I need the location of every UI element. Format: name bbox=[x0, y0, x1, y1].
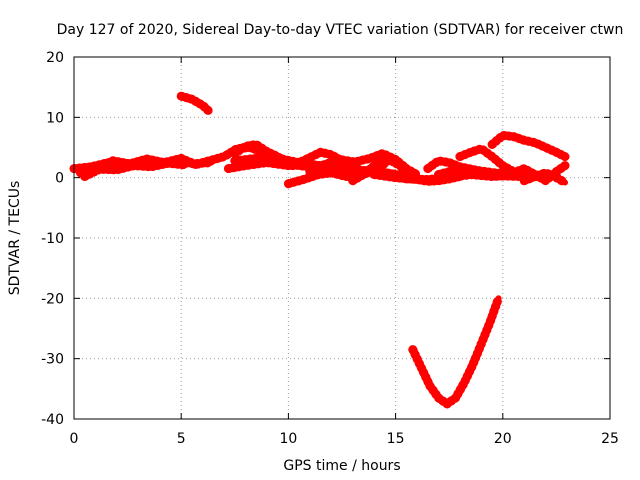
y-tick-label: -20 bbox=[41, 291, 64, 307]
sdtvar-trace-markers-arc-4 bbox=[176, 91, 214, 116]
x-axis-label: GPS time / hours bbox=[283, 458, 400, 474]
data-traces bbox=[69, 91, 570, 409]
sdtvar-trace-markers-arc-18 bbox=[487, 130, 570, 162]
y-tick-label: -10 bbox=[41, 231, 64, 247]
y-tick-labels: -40 -30 -20 -10 0 10 20 bbox=[41, 50, 64, 428]
y-tick-label: -40 bbox=[41, 412, 64, 428]
x-tick-label: 10 bbox=[279, 431, 297, 447]
y-axis-label: SDTVAR / TECUs bbox=[7, 181, 23, 296]
sdtvar-trace-markers-arc-20 bbox=[519, 168, 570, 187]
x-tick-label: 15 bbox=[387, 431, 405, 447]
sdtvar-trace-markers-arc-12 bbox=[348, 152, 422, 186]
x-tick-label: 5 bbox=[177, 431, 186, 447]
x-tick-label: 25 bbox=[601, 431, 619, 447]
chart-title: Day 127 of 2020, Sidereal Day-to-day VTE… bbox=[57, 22, 624, 38]
x-tick-label: 0 bbox=[70, 431, 79, 447]
sdtvar-trace-markers-arc-3 bbox=[80, 158, 190, 181]
y-tick-label: 10 bbox=[46, 110, 64, 126]
grid bbox=[74, 57, 610, 419]
x-tick-labels: 0 5 10 15 20 25 bbox=[70, 431, 619, 447]
x-tick-label: 20 bbox=[494, 431, 512, 447]
axis-ticks bbox=[73, 56, 611, 420]
y-tick-label: 20 bbox=[46, 50, 64, 66]
y-tick-label: -30 bbox=[41, 352, 64, 368]
sdtvar-trace-arc-21 bbox=[409, 295, 502, 407]
y-tick-label: 0 bbox=[55, 171, 64, 187]
sdtvar-trace-markers-arc-17 bbox=[455, 144, 540, 181]
sdtvar-trace-markers-arc-21 bbox=[408, 293, 503, 409]
